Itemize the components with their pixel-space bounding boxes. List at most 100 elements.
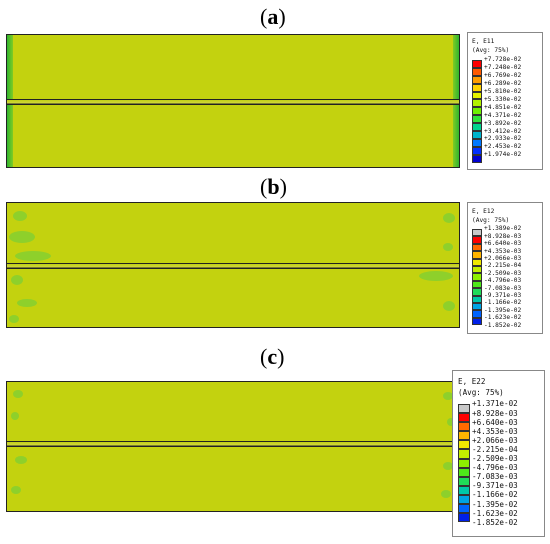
strain-patch	[443, 301, 455, 311]
legend-value: +1.389e-02	[484, 225, 522, 233]
legend-value: -2.215e-04	[472, 444, 518, 454]
legend-value: -1.623e-02	[472, 508, 518, 518]
legend-swatch	[472, 99, 482, 108]
legend-swatch	[472, 258, 482, 266]
legend-row: +6.640e-03	[458, 418, 518, 432]
legend-swatch	[458, 422, 470, 432]
legend-row: +6.769e-02	[472, 72, 521, 84]
legend-row: -7.083e-03	[472, 284, 522, 296]
legend-value: +6.640e-03	[484, 240, 522, 248]
legend-value: -4.796e-03	[484, 277, 522, 285]
legend-value: -1.395e-02	[484, 306, 522, 314]
legend-value: +6.289e-02	[484, 80, 522, 88]
legend-swatch	[472, 107, 482, 116]
plate-seam	[7, 441, 459, 447]
strain-patch	[17, 299, 37, 307]
legend-value: -2.509e-03	[484, 269, 522, 277]
legend-row: +1.371e-02	[458, 399, 518, 414]
strain-patch	[9, 315, 19, 323]
panel-letter: c	[267, 344, 278, 369]
legend-swatch	[472, 131, 482, 139]
legend-value: -1.395e-02	[472, 499, 518, 509]
legend-row: +8.928e-03	[472, 232, 522, 244]
legend-value: +7.728e-02	[484, 56, 522, 64]
strain-patch	[11, 486, 21, 494]
legend-value: +8.928e-03	[484, 232, 522, 240]
legend-value: -1.166e-02	[484, 299, 522, 307]
legend-swatch	[472, 228, 482, 237]
legend-value: -9.371e-03	[472, 481, 518, 491]
legend-swatch	[458, 476, 470, 486]
legend-row: +6.289e-02	[472, 80, 522, 92]
legend-swatch	[472, 302, 482, 311]
strain-patch	[11, 412, 19, 420]
legend-value: +3.412e-02	[484, 127, 522, 135]
legend-row: +7.248e-02	[472, 64, 522, 76]
legend-value: -9.371e-03	[484, 292, 522, 300]
strain-patch	[11, 275, 23, 285]
contour-plot-c	[6, 381, 460, 512]
legend-row: +2.453e-02	[472, 143, 522, 155]
legend-swatch	[458, 467, 470, 477]
contour-plot-a	[6, 34, 460, 168]
legend-swatch	[458, 485, 470, 495]
legend-row: +2.933e-02	[472, 135, 521, 147]
color-legend-c: E, E22 (Avg: 75%) +1.371e-02 +8.928e-03 +6.6…	[452, 370, 545, 537]
legend-value: -7.083e-03	[484, 284, 522, 292]
legend-swatch	[472, 236, 482, 244]
legend-row: +5.810e-02	[472, 88, 522, 100]
strain-patch	[15, 456, 27, 464]
legend-row: +4.851e-02	[472, 103, 522, 116]
color-legend-a: E, E11 (Avg: 75%) +7.728e-02 +7.248e-02 +6.7…	[467, 32, 543, 170]
strain-patch	[443, 462, 453, 470]
legend-subtitle: (Avg: 75%)	[472, 47, 510, 55]
legend-subtitle: (Avg: 75%)	[472, 217, 510, 225]
legend-row: +8.928e-03	[458, 409, 518, 423]
legend-value: +4.353e-03	[472, 426, 518, 436]
plate-seam	[7, 99, 459, 105]
legend-value: +5.810e-02	[484, 88, 522, 96]
legend-row: -4.796e-03	[458, 463, 518, 477]
legend-title: E, E22	[458, 377, 486, 386]
legend-row: -2.509e-03	[472, 269, 522, 281]
legend-row: +2.066e-03	[472, 255, 522, 266]
panel-label-b: (b)	[260, 174, 287, 199]
legend-value: -4.796e-03	[472, 463, 518, 473]
legend-title: E, E12	[472, 208, 495, 215]
strain-patch	[443, 213, 455, 223]
legend-swatch	[472, 310, 482, 318]
legend-swatch	[472, 138, 482, 147]
legend-value: -7.083e-03	[472, 472, 518, 482]
legend-value: +1.371e-02	[472, 399, 518, 409]
legend-row: +3.892e-02	[472, 119, 521, 132]
legend-swatch	[472, 243, 482, 252]
legend-row: +5.330e-02	[472, 96, 521, 108]
strain-patch	[443, 392, 453, 400]
contour-plot-b	[6, 202, 460, 328]
legend-value: +2.453e-02	[484, 143, 522, 151]
legend-row: +1.974e-02	[472, 151, 521, 163]
legend-swatch	[472, 59, 482, 68]
legend-row: -7.083e-03	[458, 472, 518, 486]
legend-value: +7.248e-02	[484, 64, 522, 72]
legend-row: -1.166e-02	[458, 490, 518, 505]
legend-row: +4.371e-02	[472, 111, 521, 124]
legend-value: -1.623e-02	[484, 314, 522, 322]
legend-swatch	[472, 265, 482, 274]
legend-value: +2.066e-03	[484, 255, 522, 263]
legend-row: -2.215e-04	[472, 262, 521, 274]
legend-value: +4.851e-02	[484, 103, 522, 111]
strain-patch	[419, 271, 453, 281]
legend-row: -1.852e-02	[472, 322, 521, 329]
strain-patch	[441, 490, 451, 498]
legend-row: -1.395e-02	[458, 499, 518, 514]
strain-patch	[15, 251, 51, 261]
legend-swatch	[458, 449, 470, 459]
legend-value: -2.509e-03	[472, 454, 518, 464]
legend-value: +4.353e-03	[484, 247, 522, 255]
legend-row: -1.395e-02	[472, 306, 522, 318]
plate-seam	[7, 263, 459, 269]
legend-title: E, E11	[472, 38, 495, 45]
legend-row: -2.509e-03	[458, 454, 518, 468]
legend-row: +3.412e-02	[472, 127, 522, 139]
